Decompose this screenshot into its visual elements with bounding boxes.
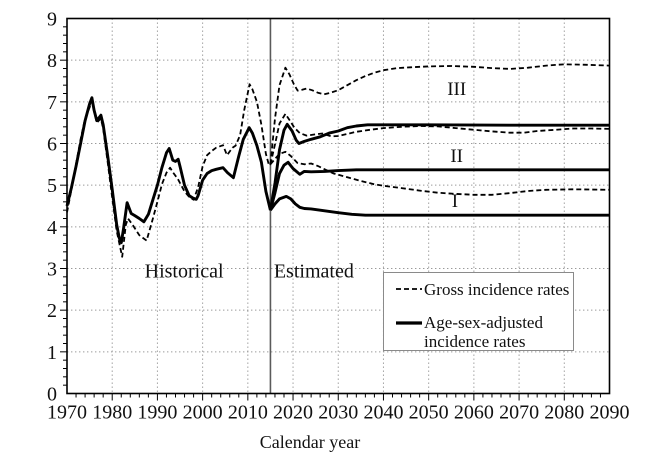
y-tick-label: 7 — [47, 92, 57, 114]
series-estimated-adjusted-i — [269, 194, 610, 217]
y-tick-label: 6 — [47, 134, 57, 156]
series-estimated-adjusted-iii — [268, 122, 610, 211]
legend-row-adjusted: Age-sex-adjusted incidence rates — [395, 313, 543, 351]
x-tick-label: 2080 — [544, 402, 584, 424]
y-tick-label: 5 — [47, 175, 57, 197]
label-historical: Historical — [144, 260, 224, 283]
x-tick-label: 2090 — [590, 402, 630, 424]
series-historical-gross — [66, 83, 272, 258]
x-tick-label: 1970 — [47, 402, 87, 424]
legend-label-adjusted-line2: incidence rates — [424, 332, 526, 351]
label-scenario-iii: III — [447, 79, 467, 101]
y-tick-label: 4 — [47, 217, 57, 239]
plot-frame — [66, 17, 611, 395]
series-estimated-adjusted-ii — [268, 160, 610, 211]
x-tick-label: 2060 — [454, 402, 494, 424]
y-tick-label: 0 — [47, 384, 57, 406]
x-tick-label: 2000 — [183, 402, 223, 424]
series-historical-adjusted — [65, 96, 272, 245]
y-tick-label: 8 — [47, 50, 57, 72]
x-axis-title: Calendar year — [259, 432, 361, 452]
x-tick-label: 2040 — [363, 402, 403, 424]
y-tick-label: 3 — [47, 259, 57, 281]
legend-label-adjusted-line1: Age-sex-adjusted — [424, 313, 543, 332]
label-estimated: Estimated — [273, 260, 354, 283]
legend: Gross incidence rates Age-sex-adjusted i… — [383, 272, 574, 351]
label-scenario-ii: II — [450, 145, 464, 167]
x-tick-label: 1990 — [137, 402, 177, 424]
x-tick-label: 2010 — [228, 402, 268, 424]
y-tick-label: 1 — [47, 342, 57, 364]
series-estimated-gross-ii — [269, 113, 610, 165]
legend-label-gross: Gross incidence rates — [424, 279, 570, 299]
x-tick-label: 2050 — [409, 402, 449, 424]
x-tick-label: 2030 — [318, 402, 358, 424]
x-tick-label: 2020 — [273, 402, 313, 424]
x-tick-label: 1980 — [92, 402, 132, 424]
dashed-line-sample — [396, 288, 422, 290]
y-tick-label: 2 — [47, 300, 57, 322]
solid-line-sample — [396, 321, 422, 325]
x-tick-label: 2070 — [499, 402, 539, 424]
label-scenario-i: I — [451, 190, 459, 212]
legend-row-gross: Gross incidence rates — [395, 278, 569, 300]
y-tick-label: 9 — [47, 9, 57, 31]
series-estimated-gross-i — [269, 150, 610, 196]
series-estimated-gross-iii — [269, 63, 610, 165]
